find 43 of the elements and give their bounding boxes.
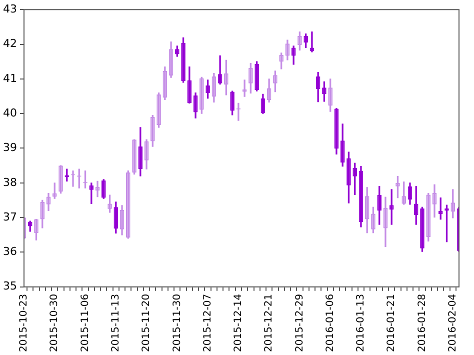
y-tick-label: 39 — [2, 141, 17, 154]
x-tick-label: 2016-01-28 — [416, 294, 428, 352]
x-tick-label: 2015-10-23 — [18, 294, 30, 352]
y-tick-label: 36 — [2, 245, 17, 258]
candlestick — [322, 81, 326, 102]
candlestick — [181, 37, 186, 83]
y-tick-label: 37 — [2, 210, 17, 224]
x-tick-label: 2015-11-13 — [110, 294, 122, 352]
candlestick — [132, 139, 136, 175]
x-tick-label: 2015-11-20 — [141, 294, 152, 352]
y-tick-label: 38 — [2, 176, 17, 189]
x-tick-label: 2015-12-29 — [294, 294, 306, 352]
candlestick — [248, 62, 253, 94]
candlestick — [371, 206, 376, 234]
y-tick-label: 43 — [2, 2, 17, 16]
x-tick-label: 2016-01-06 — [324, 294, 336, 352]
candlestick — [95, 180, 100, 198]
candlestick — [310, 31, 314, 52]
candlestick — [420, 206, 424, 252]
x-tick-label: 2015-10-30 — [49, 294, 60, 352]
y-tick-label: 35 — [2, 280, 17, 293]
candlestick — [346, 152, 351, 204]
candlestick — [108, 194, 112, 213]
x-tick-label: 2015-12-21 — [264, 294, 275, 352]
candlestick — [396, 176, 400, 198]
candlestick — [34, 218, 38, 240]
candlestick — [156, 92, 161, 128]
candlestick — [230, 90, 234, 116]
y-tick-label: 42 — [2, 37, 17, 50]
x-tick-label: 2016-02-04 — [447, 294, 458, 352]
candlestick — [298, 31, 302, 50]
y-tick-label: 41 — [2, 72, 17, 85]
x-tick-label: 2016-01-13 — [356, 294, 367, 352]
x-tick-label: 2015-11-06 — [80, 294, 91, 352]
x-tick-label: 2016-01-21 — [386, 294, 398, 352]
x-tick-label: 2015-12-14 — [233, 294, 244, 352]
x-tick-label: 2015-12-07 — [202, 294, 214, 352]
x-tick-label: 2015-11-30 — [172, 294, 183, 352]
candlestick — [254, 61, 259, 92]
candlestick — [206, 80, 210, 99]
candlestick — [273, 70, 278, 92]
y-tick-label: 40 — [2, 106, 17, 120]
candlestick — [58, 165, 63, 194]
